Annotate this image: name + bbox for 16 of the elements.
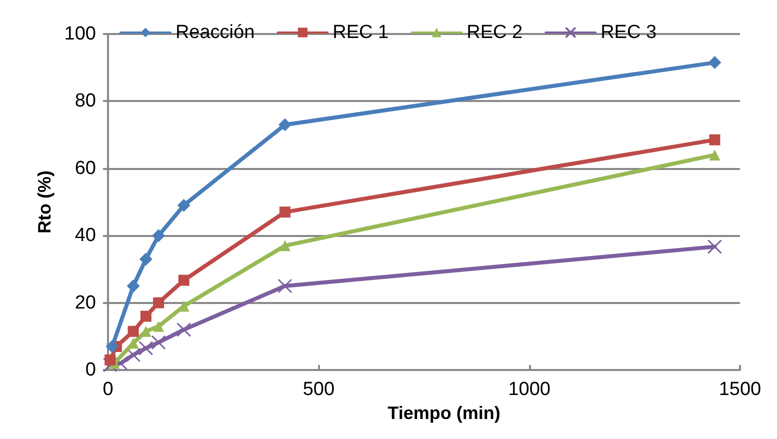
- legend-label: REC 1: [332, 22, 389, 43]
- y-tick-label: 100: [64, 24, 96, 44]
- x-tick-label: 500: [302, 379, 335, 400]
- y-tick-label: 20: [74, 292, 96, 314]
- x-tick-label: 1500: [718, 379, 762, 400]
- legend-label: REC 3: [600, 22, 657, 43]
- y-tick-label: 60: [74, 158, 96, 179]
- y-tick-label: 80: [74, 90, 96, 112]
- legend-label: REC 2: [466, 22, 523, 43]
- y-axis-title: Rto (%): [34, 170, 54, 234]
- y-tick-label: 40: [74, 225, 96, 246]
- legend-label: Reacción: [175, 22, 255, 43]
- y-tick-label: 0: [85, 360, 96, 380]
- x-tick-label: 0: [102, 379, 114, 400]
- x-tick-label: 1000: [508, 379, 550, 400]
- x-axis-title: Tiempo (min): [388, 402, 500, 423]
